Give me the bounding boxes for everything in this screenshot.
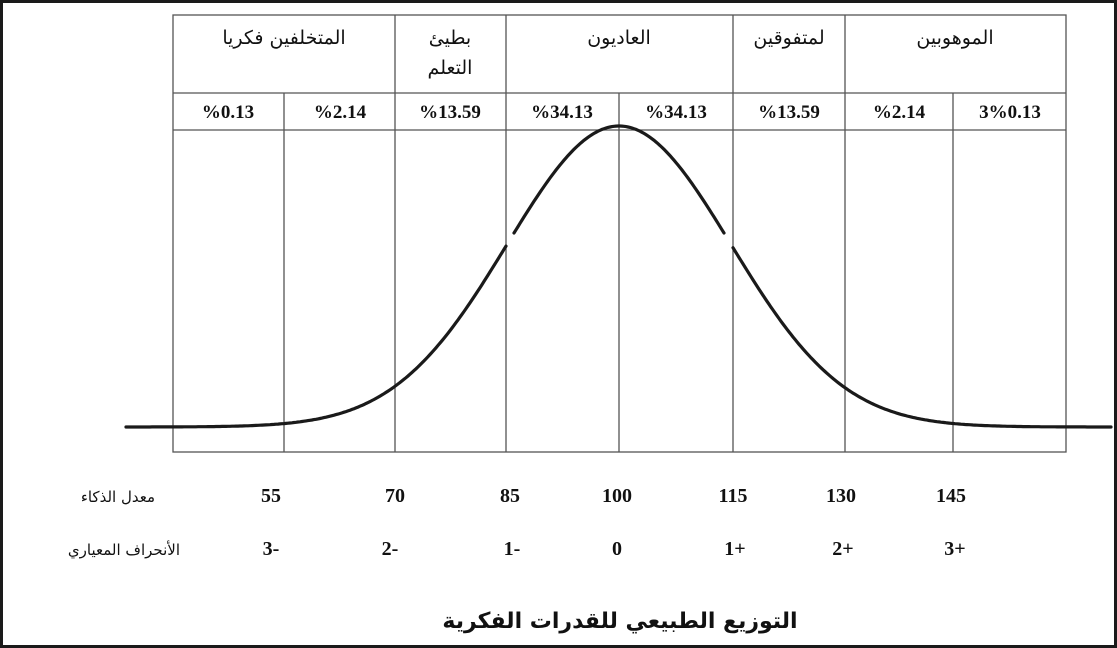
- category-label: لمتفوقين: [753, 27, 824, 49]
- sd-tick: 1+: [724, 538, 745, 560]
- iq-tick: 130: [826, 485, 856, 507]
- iq-tick: 70: [385, 485, 405, 507]
- band-percentage: %13.59: [419, 102, 481, 123]
- band-percentage: %34.13: [645, 102, 707, 123]
- sd-row-label: الأنحراف المعياري: [68, 540, 180, 560]
- iq-tick: 85: [500, 485, 520, 507]
- iq-row: معدل الذكاء 55 70 85 100 115 130 145: [81, 485, 966, 507]
- sd-tick: 3+: [944, 538, 965, 560]
- sd-row: الأنحراف المعياري 3- 2- 1- 0 1+ 2+ 3+: [68, 538, 966, 560]
- iq-row-label: معدل الذكاء: [81, 488, 155, 506]
- band-percentage: %2.14: [314, 102, 367, 123]
- category-label: العاديون: [587, 27, 651, 49]
- bell-curve-right-tail: [731, 246, 1113, 429]
- bell-curve: [124, 124, 1113, 429]
- percentage-row: %0.13 %2.14 %13.59 %34.13 %34.13 %13.59 …: [202, 102, 1041, 123]
- sd-tick: 2+: [832, 538, 853, 560]
- category-label: بطيئ: [429, 27, 471, 49]
- band-percentage: %2.14: [873, 102, 926, 123]
- iq-tick: 55: [261, 485, 281, 507]
- category-headers: المتخلفين فكريا بطيئ التعلم العاديون لمت…: [222, 27, 993, 79]
- category-label: المتخلفين فكريا: [222, 27, 345, 49]
- band-percentage: 3%0.13: [979, 102, 1041, 123]
- band-percentage: %0.13: [202, 102, 254, 123]
- bell-curve-left-tail: [124, 244, 508, 429]
- category-label: التعلم: [428, 57, 473, 79]
- sd-tick: 0: [612, 538, 622, 560]
- sd-tick: 2-: [382, 538, 399, 560]
- sd-tick: 3-: [263, 538, 280, 560]
- table-grid: [172, 14, 1067, 453]
- figure-title: التوزيع الطبيعي للقدرات الفكرية: [442, 609, 797, 634]
- band-percentage: %13.59: [758, 102, 820, 123]
- iq-tick: 115: [719, 485, 748, 507]
- sd-tick: 1-: [504, 538, 521, 560]
- category-label: الموهوبين: [916, 27, 993, 49]
- iq-tick: 100: [602, 485, 632, 507]
- iq-tick: 145: [936, 485, 966, 507]
- band-percentage: %34.13: [531, 102, 593, 123]
- bell-curve-center: [512, 124, 726, 235]
